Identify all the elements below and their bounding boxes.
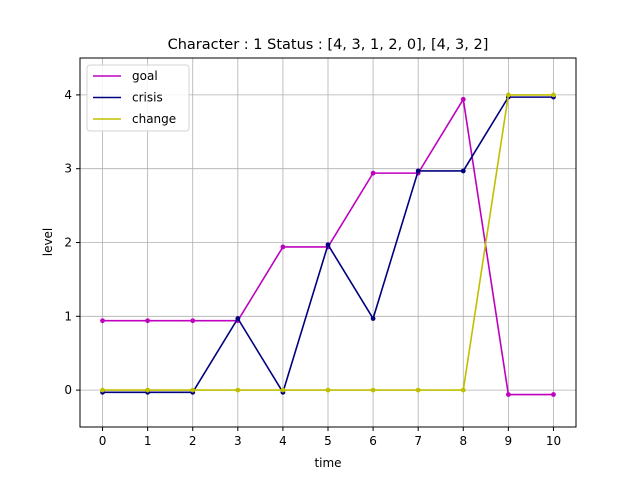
x-tick-label: 0: [99, 434, 107, 448]
x-tick-label: 9: [505, 434, 513, 448]
y-tick-label: 0: [64, 383, 72, 397]
x-tick-label: 6: [369, 434, 377, 448]
data-point-goal: [551, 392, 556, 397]
chart-title: Character : 1 Status : [4, 3, 1, 2, 0], …: [168, 37, 489, 53]
data-point-goal: [460, 96, 466, 102]
data-point-goal: [505, 392, 511, 397]
x-tick-label: 7: [414, 434, 422, 448]
data-point-change: [505, 92, 511, 98]
y-axis: 0 1 2 3 4: [64, 88, 80, 397]
y-tick-label: 1: [64, 309, 72, 323]
data-point-goal: [280, 244, 286, 250]
data-point-goal: [100, 318, 105, 324]
y-tick-label: 4: [64, 88, 72, 102]
x-tick-label: 1: [144, 434, 152, 448]
x-axis: 0 1 2 3 4 5 6 7 8 9 10: [99, 427, 561, 448]
x-tick-label: 8: [459, 434, 467, 448]
legend-label-goal: goal: [132, 69, 158, 83]
data-point-crisis: [460, 168, 466, 174]
data-point-change: [100, 387, 105, 393]
data-point-crisis: [235, 316, 241, 321]
legend-label-crisis: crisis: [132, 91, 163, 105]
data-point-goal: [145, 318, 151, 324]
y-tick-label: 3: [64, 162, 72, 176]
x-tick-label: 3: [234, 434, 242, 448]
x-axis-label: time: [314, 456, 341, 470]
y-axis-label: level: [41, 228, 55, 257]
data-point-change: [235, 387, 241, 393]
x-tick-label: 2: [189, 434, 197, 448]
data-point-change: [280, 387, 286, 393]
data-point-change: [370, 387, 376, 393]
data-point-change: [190, 387, 196, 393]
data-point-crisis: [370, 316, 376, 321]
data-point-change: [325, 387, 331, 393]
legend-box: [86, 64, 190, 132]
data-point-goal: [370, 170, 376, 176]
data-point-crisis: [415, 168, 421, 174]
legend-label-change: change: [132, 112, 176, 126]
x-tick-label: 4: [279, 434, 287, 448]
data-point-change: [415, 387, 421, 393]
x-tick-label: 5: [324, 434, 332, 448]
x-tick-label: 10: [546, 434, 561, 448]
data-point-crisis: [325, 242, 331, 248]
data-point-goal: [190, 318, 196, 324]
y-tick-label: 2: [64, 236, 72, 250]
series-layer: [100, 92, 556, 397]
legend: goal crisis change: [86, 64, 190, 132]
data-point-change: [145, 387, 151, 393]
data-point-change: [460, 387, 466, 393]
data-point-change: [551, 92, 556, 98]
